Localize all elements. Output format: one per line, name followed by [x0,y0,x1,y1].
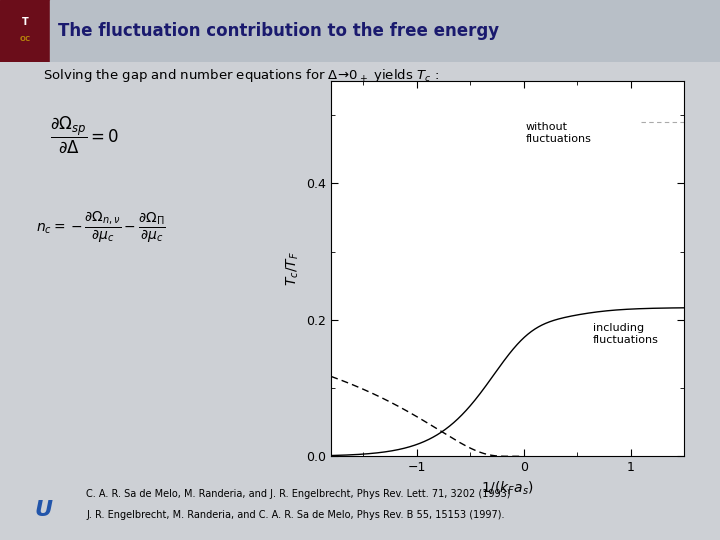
X-axis label: $1/(k_F a_s)$: $1/(k_F a_s)$ [481,480,534,497]
Text: U: U [35,500,53,521]
Text: $n_c = -\dfrac{\partial\Omega_{n,\nu}}{\partial\mu_c} - \dfrac{\partial\Omega_{\: $n_c = -\dfrac{\partial\Omega_{n,\nu}}{\… [36,210,166,245]
Text: The fluctuation contribution to the free energy: The fluctuation contribution to the free… [58,22,499,40]
Text: C. A. R. Sa de Melo, M. Randeria, and J. R. Engelbrecht, Phys Rev. Lett. 71, 320: C. A. R. Sa de Melo, M. Randeria, and J.… [86,489,511,499]
Text: OC: OC [19,36,31,42]
Y-axis label: $T_c/T_F$: $T_c/T_F$ [284,251,301,286]
Text: including
fluctuations: including fluctuations [593,323,659,345]
Text: $\dfrac{\partial\Omega_{sp}}{\partial\Delta} = 0$: $\dfrac{\partial\Omega_{sp}}{\partial\De… [50,114,119,154]
Text: without
fluctuations: without fluctuations [526,122,592,144]
Text: T: T [22,17,29,27]
Text: J. R. Engelbrecht, M. Randeria, and C. A. R. Sa de Melo, Phys Rev. B 55, 15153 (: J. R. Engelbrecht, M. Randeria, and C. A… [86,510,505,521]
Bar [0,0,50,62]
Text: Solving the gap and number equations for $\Delta\!\rightarrow\!0_+$ yields $T_c$: Solving the gap and number equations for… [43,68,439,84]
